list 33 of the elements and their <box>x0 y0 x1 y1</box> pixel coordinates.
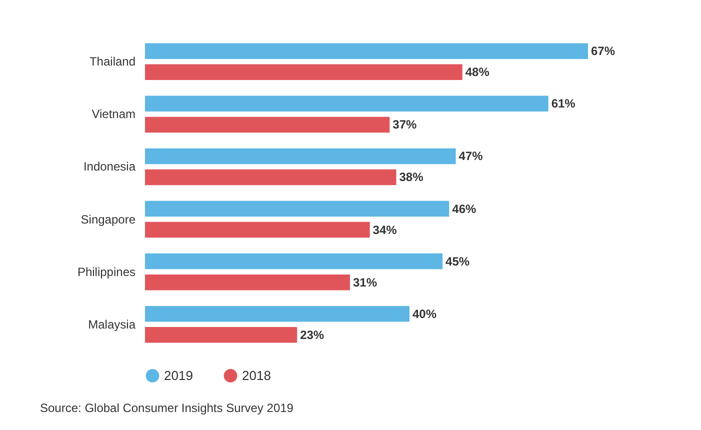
data-label: 45% <box>446 254 470 268</box>
bar <box>145 200 450 217</box>
source-note: Source: Global Consumer Insights Survey 2019 <box>40 401 294 415</box>
bar <box>145 148 456 164</box>
bar <box>145 64 462 80</box>
data-label: 48% <box>465 65 490 80</box>
bar <box>145 43 588 60</box>
y-tick-label: Indonesia <box>83 160 136 174</box>
bar <box>145 326 298 343</box>
data-label: 47% <box>458 149 484 164</box>
data-label: 34% <box>372 222 398 237</box>
bar <box>145 96 548 112</box>
legend-label: 2019 <box>164 368 193 383</box>
data-label: 46% <box>452 202 476 216</box>
data-label: 31% <box>352 275 378 290</box>
data-label: 61% <box>551 96 576 111</box>
data-label: 40% <box>412 306 437 321</box>
legend-label: 2018 <box>242 368 271 383</box>
y-tick-label: Philippines <box>77 264 136 279</box>
data-label: 37% <box>392 118 417 132</box>
bar <box>145 116 390 133</box>
bar <box>145 274 350 290</box>
data-label: 38% <box>399 170 424 184</box>
y-tick-label: Vietnam <box>92 107 136 122</box>
data-label: 23% <box>300 328 324 342</box>
y-tick-label: Malaysia <box>88 317 136 332</box>
bar <box>145 306 410 322</box>
bar <box>145 169 396 186</box>
bar <box>145 253 443 270</box>
y-tick-label: Singapore <box>80 212 136 226</box>
y-tick-label: Thailand <box>89 54 136 69</box>
bar <box>145 222 370 238</box>
data-label: 67% <box>591 44 616 58</box>
